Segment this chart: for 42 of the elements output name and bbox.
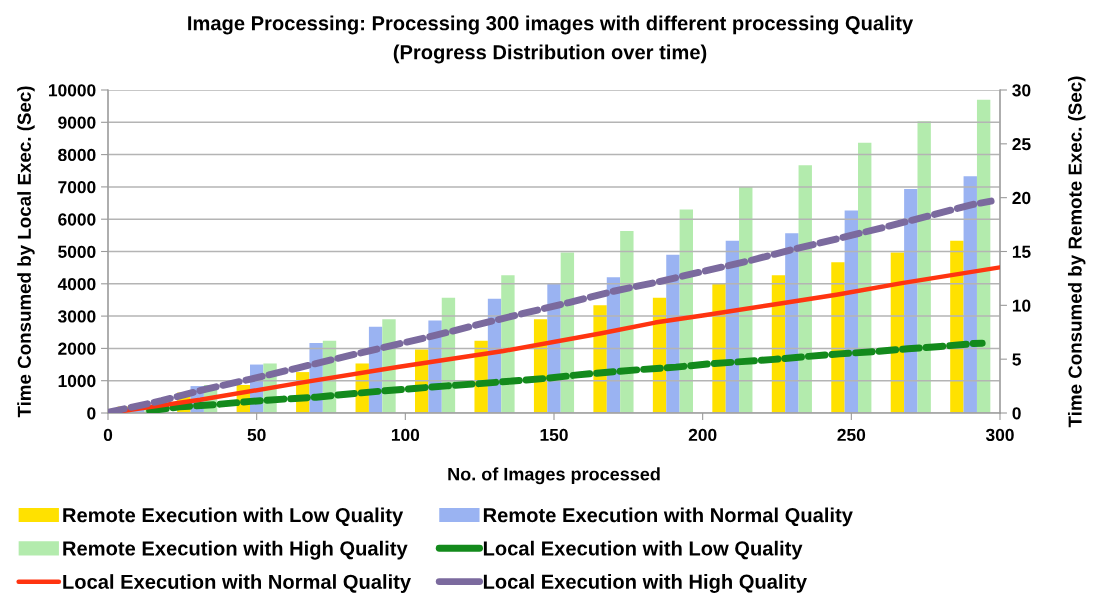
bar bbox=[785, 233, 799, 413]
x-tick-label: 150 bbox=[540, 428, 568, 442]
x-tick-label: 50 bbox=[247, 428, 266, 442]
bar bbox=[620, 231, 634, 413]
x-tick-label: 250 bbox=[837, 428, 866, 442]
y-tick-label: 8000 bbox=[58, 148, 96, 162]
y-tick-label: 7000 bbox=[58, 181, 96, 194]
legend-label: Remote Execution with High Quality bbox=[63, 540, 408, 560]
y-tick-label: 4000 bbox=[57, 277, 96, 291]
y-tick-label: 6000 bbox=[58, 213, 96, 226]
chart-subtitle: (Progress Distribution over time) bbox=[393, 44, 707, 64]
x-tick-label: 0 bbox=[103, 428, 113, 442]
y-tick-label: 9000 bbox=[58, 116, 96, 129]
y2-tick-label: 20 bbox=[1012, 191, 1031, 205]
y2-tick-label: 15 bbox=[1012, 245, 1031, 258]
y2-axis-title: Time Consumed by Remote Exec. (Sec) bbox=[1067, 76, 1086, 428]
bar bbox=[950, 240, 964, 413]
x-tick-label: 100 bbox=[391, 428, 420, 442]
x-axis-title: No. of Images processed bbox=[448, 467, 660, 485]
x-tick-label: 200 bbox=[688, 428, 717, 442]
y2-tick-label: 5 bbox=[1012, 353, 1021, 366]
y-tick-label: 0 bbox=[87, 407, 96, 420]
legend-label: Remote Execution with Normal Quality bbox=[483, 507, 853, 527]
y2-tick-label: 30 bbox=[1012, 84, 1031, 97]
y-tick-label: 10000 bbox=[49, 84, 96, 97]
y-axis-title: Time Consumed by Local Exec. (Sec) bbox=[17, 86, 35, 418]
legend-label: Local Execution with Normal Quality bbox=[63, 574, 411, 593]
x-tick-label: 300 bbox=[985, 428, 1014, 442]
y2-tick-label: 0 bbox=[1012, 407, 1021, 420]
bar bbox=[917, 121, 931, 413]
chart-title: Image Processing: Processing 300 images with different processing Quality bbox=[188, 15, 914, 35]
y-tick-label: 2000 bbox=[58, 342, 96, 355]
legend-label: Local Execution with Low Quality bbox=[483, 540, 803, 560]
bar bbox=[831, 262, 845, 413]
y-tick-label: 3000 bbox=[57, 310, 96, 323]
legend-label: Local Execution with High Quality bbox=[483, 574, 807, 593]
y-tick-label: 1000 bbox=[58, 374, 96, 388]
y-tick-label: 5000 bbox=[58, 245, 96, 258]
bar bbox=[712, 283, 726, 413]
y2-tick-label: 25 bbox=[1012, 138, 1031, 151]
legend-label: Remote Execution with Low Quality bbox=[63, 507, 404, 527]
y2-tick-label: 10 bbox=[1012, 299, 1031, 312]
